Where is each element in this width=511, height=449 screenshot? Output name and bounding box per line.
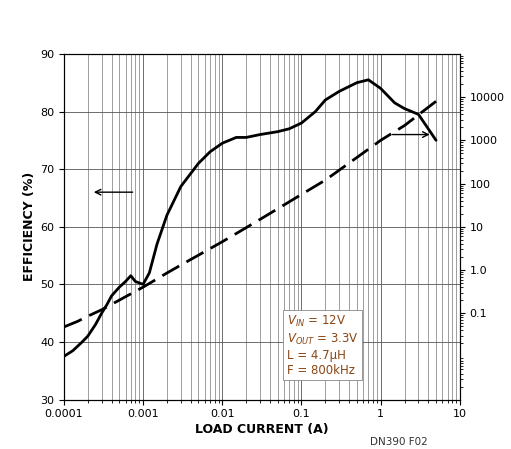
Text: DN390 F02: DN390 F02 [369,437,428,447]
Y-axis label: EFFICIENCY (%): EFFICIENCY (%) [23,172,36,282]
Y-axis label: POWER LOSS (mW): POWER LOSS (mW) [508,159,511,294]
X-axis label: LOAD CURRENT (A): LOAD CURRENT (A) [195,423,329,436]
Text: $V_{IN}$ = 12V
$V_{OUT}$ = 3.3V
L = 4.7μH
F = 800kHz: $V_{IN}$ = 12V $V_{OUT}$ = 3.3V L = 4.7μ… [287,314,358,377]
